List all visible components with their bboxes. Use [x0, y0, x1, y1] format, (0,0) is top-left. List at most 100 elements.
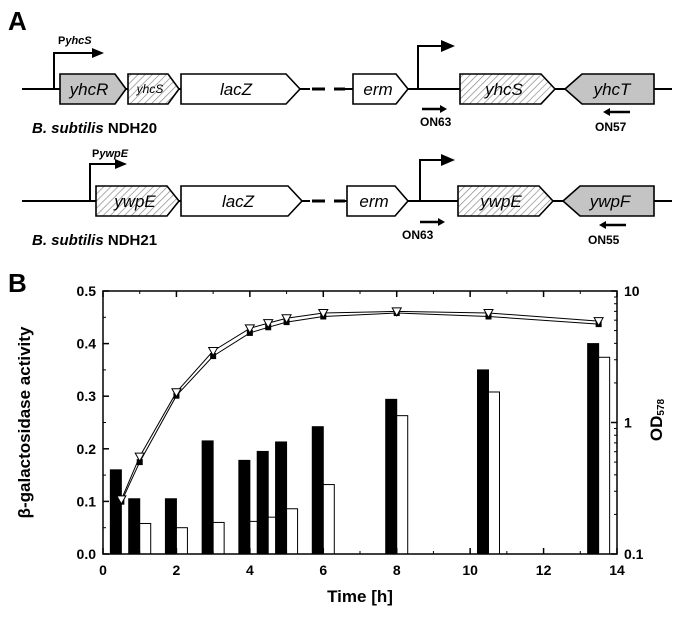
y2-tick-label: 10 [624, 283, 640, 299]
x-tick-label: 14 [609, 562, 625, 578]
growth-curve-triangle [120, 310, 599, 500]
bar-filled [109, 469, 122, 555]
growth-point-triangle [134, 452, 146, 463]
construct-ndh21: PywpE ywpE lacZ erm ywpE ywpF ON63 ON55 … [22, 148, 672, 249]
gene-ywpf [561, 185, 655, 217]
panel-a-label: A [8, 6, 27, 36]
x-tick-label: 8 [393, 562, 401, 578]
x-tick-label: 6 [319, 562, 327, 578]
gene-yhcs-partial [127, 73, 180, 105]
bar-open [212, 521, 225, 555]
growth-point-triangle [483, 309, 494, 319]
gene-ywpe [457, 185, 555, 217]
promoter-arrow [417, 45, 442, 89]
x-axis-title: Time [h] [327, 587, 393, 606]
y-tick-label: 0.5 [77, 283, 97, 299]
bar-open [175, 527, 188, 555]
x-tick-label: 0 [99, 562, 107, 578]
gene-label: yhcS [484, 80, 523, 99]
promoter-arrow [89, 163, 116, 201]
gene-yhct [563, 73, 655, 105]
gene-label: yhcS [136, 82, 164, 96]
gene-label: ywpE [113, 192, 156, 211]
gene-label: ywpF [589, 192, 632, 211]
bar-open [598, 356, 611, 555]
growth-point-triangle [593, 317, 604, 327]
y2-tick-label: 1 [624, 415, 632, 431]
growth-point-triangle [391, 307, 403, 317]
y-tick-label: 0.3 [77, 388, 97, 404]
bar-filled [275, 441, 288, 555]
primer-arrowhead [599, 221, 606, 229]
growth-point-triangle [116, 495, 127, 505]
growth-point-triangle [207, 346, 219, 357]
gene-erm [352, 73, 410, 105]
x-tick-label: 12 [536, 562, 552, 578]
x-tick-label: 2 [173, 562, 181, 578]
growth-curve-layer [116, 307, 604, 505]
primer-label: ON57 [595, 120, 627, 134]
bar-filled [164, 498, 177, 555]
gene-label: ywpE [479, 192, 522, 211]
gene-ywpe [95, 185, 181, 217]
growth-point-triangle [317, 309, 329, 319]
construct-ndh20: PyhcS yhcR yhcS lacZ erm yhcS yhcT ON63 … [22, 35, 672, 137]
promoter-arrowhead [441, 154, 455, 166]
gene-label: yhcR [69, 80, 109, 99]
x-tick-label: 10 [462, 562, 478, 578]
gene-label: erm [363, 80, 392, 99]
growth-curve-square [120, 312, 599, 502]
gene-lacz [180, 73, 302, 105]
y-tick-label: 0.2 [77, 441, 97, 457]
primer-arrowhead [438, 218, 445, 226]
growth-point-triangle [281, 314, 292, 324]
x-tick-label: 4 [246, 562, 254, 578]
gene-yhcr [59, 73, 127, 105]
gene-label: lacZ [220, 80, 253, 99]
bar-open [322, 484, 335, 555]
promoter-arrow [53, 52, 94, 89]
gene-label: erm [359, 192, 388, 211]
y-tick-label: 0.0 [77, 546, 97, 562]
bar-open [139, 522, 152, 555]
gene-label: lacZ [222, 192, 255, 211]
bar-filled [201, 440, 214, 555]
primer-label: ON55 [588, 233, 620, 247]
primer-label: ON63 [420, 115, 452, 129]
gene-lacz [180, 185, 304, 217]
panel-b-label: B [8, 268, 27, 298]
y-tick-label: 0.1 [77, 493, 97, 509]
promoter-arrowhead [92, 48, 104, 58]
gene-label: yhcT [593, 80, 632, 99]
bar-filled [311, 426, 324, 555]
bar-filled [385, 398, 398, 555]
bar-filled [587, 343, 600, 555]
promoter-label: PywpE [92, 148, 129, 160]
gene-erm [346, 185, 410, 217]
promoter-label: PyhcS [58, 35, 92, 47]
bar-open [488, 391, 500, 555]
growth-point-triangle [171, 388, 182, 398]
promoter-arrowhead [115, 159, 127, 169]
gene-yhcs [459, 73, 557, 105]
growth-point-triangle [244, 324, 256, 334]
plot-frame [102, 290, 618, 555]
primer-arrowhead [440, 105, 447, 113]
bar-filled [256, 450, 269, 555]
bar-open [396, 415, 409, 555]
bar-open [286, 508, 299, 555]
bar-filled [238, 459, 251, 555]
strain-label: B. subtilis NDH21 [32, 232, 157, 249]
chart-area: 0 2 4 6 8 10 12 14 0.0 0.1 0.2 0.3 0.4 0.5 0.1 1 10 Time… [15, 283, 667, 606]
y-axis-title: β-galactosidase activity [15, 326, 34, 518]
bar-filled [128, 498, 141, 555]
primer-label: ON63 [402, 228, 434, 242]
y-tick-label: 0.4 [77, 336, 97, 352]
promoter-arrow [419, 159, 442, 201]
primer-arrowhead [603, 108, 610, 116]
bar-filled [477, 369, 489, 555]
strain-label: B. subtilis NDH20 [32, 120, 157, 137]
growth-point-triangle [262, 319, 274, 329]
